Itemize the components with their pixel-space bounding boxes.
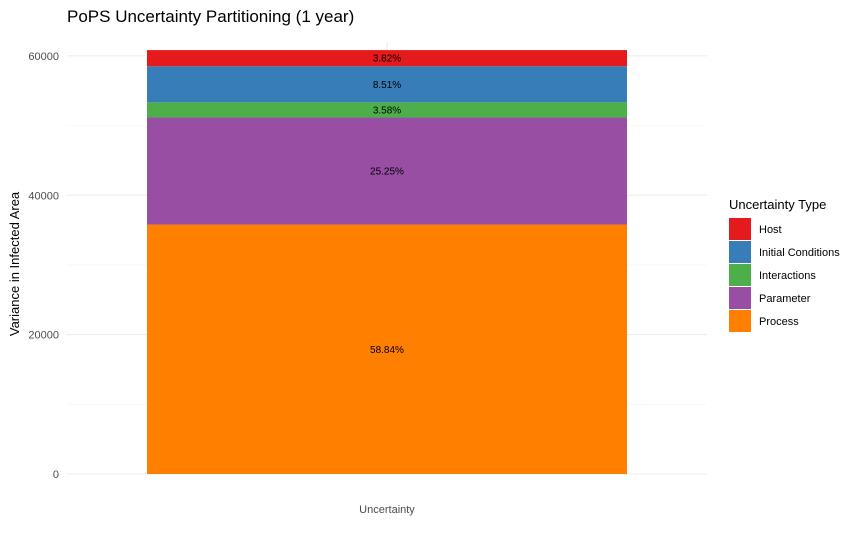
- legend: Uncertainty Type Host Initial Conditions I…: [729, 197, 840, 332]
- bar-segment-parameter: [147, 117, 627, 225]
- bar-segment-host: [147, 50, 627, 67]
- legend-label-parameter: Parameter: [759, 293, 811, 305]
- legend-label-host: Host: [759, 224, 782, 236]
- segment-label-interactions: 3.58%: [373, 105, 401, 116]
- x-tick-label: Uncertainty: [359, 504, 415, 516]
- legend-key-interactions: [729, 264, 751, 286]
- legend-title: Uncertainty Type: [729, 197, 826, 212]
- legend-key-parameter: [729, 287, 751, 309]
- y-axis-title: Variance in Infected Area: [7, 191, 22, 336]
- segment-label-initial-conditions: 8.51%: [373, 80, 401, 91]
- segment-label-parameter: 25.25%: [370, 167, 404, 178]
- bar-segments: [147, 50, 627, 474]
- bar-segment-interactions: [147, 102, 627, 118]
- legend-label-process: Process: [759, 316, 799, 328]
- y-tick-label: 40000: [28, 190, 59, 202]
- legend-key-initial-conditions: [729, 241, 751, 263]
- y-tick-label: 60000: [28, 51, 59, 63]
- legend-label-initial-conditions: Initial Conditions: [759, 247, 840, 259]
- segment-label-host: 3.82%: [373, 54, 401, 65]
- bar-segment-process: [147, 224, 627, 474]
- bar-segment-initial-conditions: [147, 66, 627, 103]
- legend-label-interactions: Interactions: [759, 270, 816, 282]
- y-tick-label: 0: [53, 469, 59, 481]
- y-tick-label: 20000: [28, 330, 59, 342]
- segment-labels: 58.84% 25.25% 3.58% 8.51% 3.82%: [370, 54, 404, 356]
- y-axis-ticks: 0 20000 40000 60000: [28, 51, 59, 481]
- segment-label-process: 58.84%: [370, 345, 404, 356]
- chart-title: PoPS Uncertainty Partitioning (1 year): [67, 7, 354, 26]
- x-axis-ticks: Uncertainty: [359, 504, 415, 516]
- legend-key-process: [729, 310, 751, 332]
- legend-key-host: [729, 218, 751, 240]
